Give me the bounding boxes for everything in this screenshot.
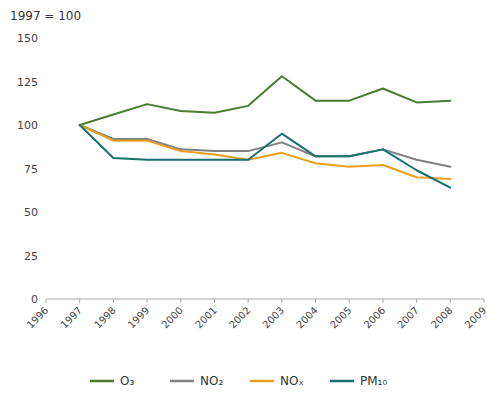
x-tick: [450, 299, 451, 303]
x-tick: [484, 299, 485, 303]
legend-label: PM₁₀: [360, 374, 387, 388]
y-tick-label: 25: [24, 250, 38, 263]
series-line: [80, 125, 451, 188]
x-tick: [349, 299, 350, 303]
x-tick-label: 2002: [227, 305, 253, 331]
plot-area: [80, 76, 451, 187]
x-tick-label: 1997: [58, 305, 84, 331]
x-tick-label: 1999: [126, 305, 152, 331]
x-tick-label: 2009: [463, 305, 489, 331]
y-tick-label: 50: [24, 206, 38, 219]
x-tick-label: 2007: [395, 305, 421, 331]
x-tick-label: 2005: [328, 305, 354, 331]
series-line: [80, 125, 451, 179]
x-tick-label: 2008: [429, 305, 455, 331]
y-axis-label: 1997 = 100: [10, 9, 81, 23]
legend-label: NOₓ: [280, 374, 304, 388]
x-tick: [281, 299, 282, 303]
legend-swatch: [170, 380, 194, 383]
y-tick-label: 125: [17, 76, 38, 89]
y-tick-label: 0: [31, 293, 38, 306]
legend-swatch: [250, 380, 274, 383]
legend-swatch: [330, 380, 354, 383]
x-tick: [416, 299, 417, 303]
x-tick: [214, 299, 215, 303]
x-tick-label: 2006: [362, 305, 388, 331]
x-axis: [46, 299, 484, 300]
x-tick-label: 2000: [159, 305, 185, 331]
chart-svg: 1997 = 100 0 25 50 75 100 125 150 1996 1997 1998 19…: [0, 0, 500, 399]
x-tick: [382, 299, 383, 303]
x-tick: [113, 299, 114, 303]
x-tick-label: 2001: [193, 305, 219, 331]
legend-swatch: [90, 380, 114, 383]
x-tick-label: 1996: [25, 305, 51, 331]
x-tick: [180, 299, 181, 303]
x-tick: [46, 299, 47, 303]
chart-container: 1997 = 100 0 25 50 75 100 125 150 1996 1997 1998 19…: [0, 0, 500, 399]
legend-label: O₃: [120, 374, 134, 388]
x-tick: [79, 299, 80, 303]
y-tick-label: 150: [17, 32, 38, 45]
x-tick: [147, 299, 148, 303]
x-tick: [315, 299, 316, 303]
y-tick-label: 75: [24, 163, 38, 176]
x-tick-label: 2003: [260, 305, 286, 331]
x-tick: [248, 299, 249, 303]
legend: O₃ NO₂ NOₓ PM₁₀: [90, 374, 387, 388]
x-tick-label: 2004: [294, 305, 320, 331]
x-tick-label: 1998: [92, 305, 118, 331]
series-line: [80, 76, 451, 125]
legend-label: NO₂: [200, 374, 223, 388]
y-tick-label: 100: [17, 119, 38, 132]
